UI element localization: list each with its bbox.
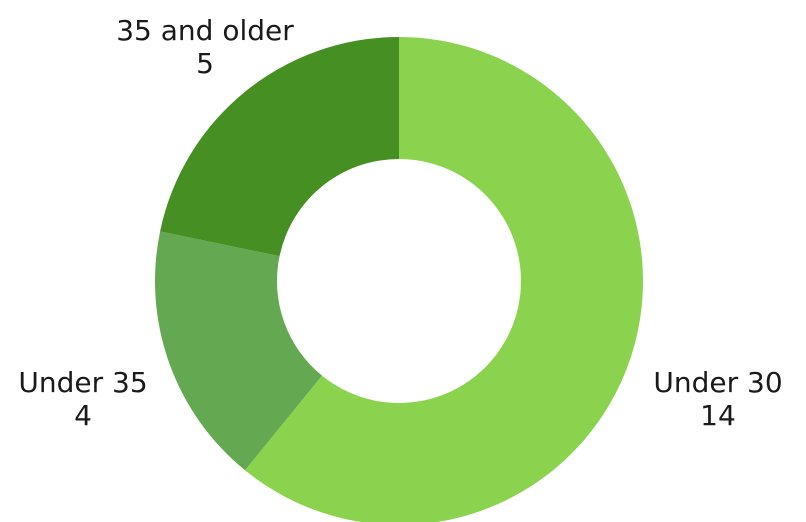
label-35-older-value: 5 (196, 47, 214, 80)
slice-35-and-older (160, 37, 399, 257)
label-35-older-name: 35 and older (116, 14, 294, 47)
slices (155, 37, 643, 522)
label-under-35-value: 4 (74, 399, 92, 432)
label-under-35-name: Under 35 (18, 366, 147, 399)
label-under-30-name: Under 30 (653, 366, 782, 399)
slice-under-35 (155, 231, 323, 471)
slice-under-30 (245, 37, 643, 522)
label-under-30-value: 14 (700, 399, 736, 432)
